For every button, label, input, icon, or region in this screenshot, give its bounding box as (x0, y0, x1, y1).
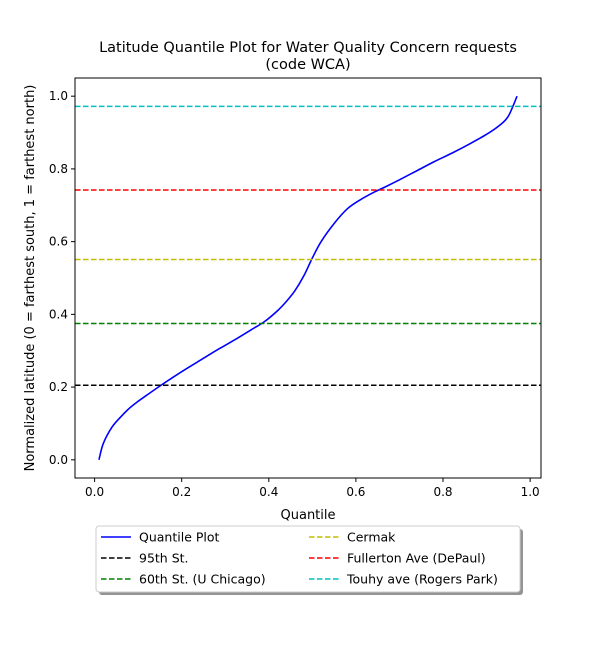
y-axis-label: Normalized latitude (0 = farthest south,… (23, 85, 38, 472)
x-tick-label: 0.0 (85, 485, 104, 499)
legend: Quantile Plot 95th St. 60th St. (U Chicago… (95, 525, 523, 595)
legend-items: Quantile Plot 95th St. 60th St. (U Chicago… (101, 530, 498, 587)
legend-label-2: 60th St. (U Chicago) (139, 572, 266, 587)
chart-title-line1: Latitude Quantile Plot for Water Quality… (99, 40, 517, 56)
legend-label-5: Touhy ave (Rogers Park) (346, 572, 498, 587)
quantile-curve (98, 95, 518, 461)
y-tick-label: 1.0 (49, 89, 68, 103)
x-tick-label: 0.6 (346, 485, 365, 499)
y-tick-label: 0.2 (49, 380, 68, 394)
x-tick-label: 0.8 (433, 485, 452, 499)
x-tick-label: 0.2 (172, 485, 191, 499)
chart-title-line2: (code WCA) (265, 57, 350, 73)
legend-label-1: 95th St. (139, 551, 189, 566)
y-axis-ticks: 0.0 0.2 0.4 0.6 0.8 1.0 (49, 89, 75, 467)
legend-box (95, 525, 521, 593)
legend-label-3: Cermak (347, 530, 396, 545)
x-axis-label: Quantile (281, 508, 336, 523)
y-tick-label: 0.8 (49, 162, 68, 176)
plot-frame (74, 77, 542, 479)
y-tick-label: 0.0 (49, 453, 68, 467)
legend-label-4: Fullerton Ave (DePaul) (347, 551, 486, 566)
legend-label-0: Quantile Plot (139, 530, 220, 545)
x-axis-ticks: 0.0 0.2 0.4 0.6 0.8 1.0 (85, 478, 540, 499)
x-tick-label: 1.0 (521, 485, 540, 499)
x-tick-label: 0.4 (259, 485, 278, 499)
y-tick-label: 0.6 (49, 235, 68, 249)
y-tick-label: 0.4 (49, 307, 68, 321)
plot-lines (75, 95, 541, 461)
